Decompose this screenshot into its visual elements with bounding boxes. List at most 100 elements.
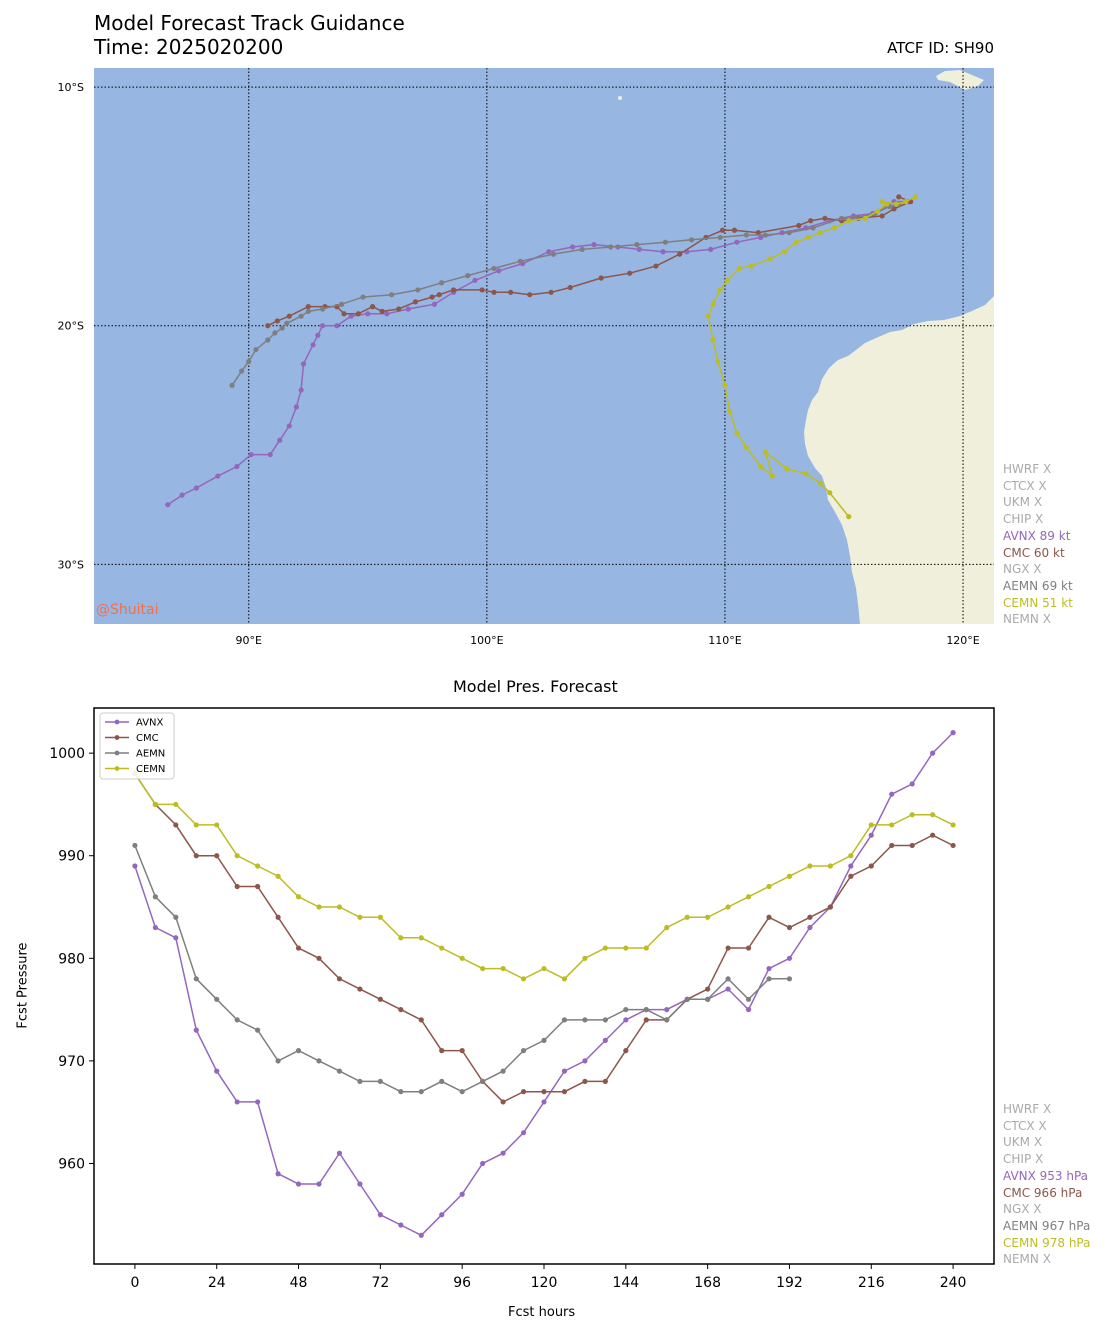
track-point <box>896 194 902 200</box>
track-point <box>508 289 514 295</box>
pressure-point <box>827 904 833 910</box>
track-point <box>591 241 597 248</box>
pressure-point <box>868 832 874 838</box>
pressure-point <box>807 863 813 869</box>
pressure-point <box>643 945 649 951</box>
pressure-point <box>541 965 547 972</box>
track-point <box>215 473 221 479</box>
pressure-point <box>459 1089 465 1095</box>
pressure-point <box>357 1181 363 1187</box>
pressure-point <box>398 935 404 941</box>
pressure-point <box>173 822 179 828</box>
track-point <box>793 239 799 245</box>
pressure-point <box>582 1078 588 1085</box>
pressure-point <box>848 853 854 859</box>
legend-entry: NGX X <box>1003 1202 1042 1217</box>
forecast-time: Time: 2025020200 <box>94 35 284 59</box>
pressure-point <box>336 1150 343 1156</box>
track-point <box>319 306 326 312</box>
pressure-point <box>316 904 322 910</box>
x-axis-label: Fcst hours <box>508 1305 576 1320</box>
pressure-line <box>134 773 954 1103</box>
pressure-point <box>807 924 813 931</box>
track-point <box>431 301 438 307</box>
track-point <box>310 342 316 348</box>
pressure-point <box>623 1017 629 1023</box>
pressure-legend: AVNX CMC AEMN CEMN <box>99 712 175 780</box>
track-point <box>879 199 885 205</box>
pressure-point <box>255 1099 261 1105</box>
pressure-series-cmc <box>132 771 956 1105</box>
legend-marker <box>114 766 120 771</box>
pressure-point <box>725 976 731 982</box>
legend-entry: NEMN X <box>1003 1252 1051 1267</box>
pressure-point <box>684 996 690 1002</box>
pressure-point <box>132 771 138 777</box>
pressure-point <box>623 1006 629 1013</box>
pressure-point <box>132 842 138 849</box>
pressure-point <box>705 996 711 1002</box>
pressure-point <box>316 955 322 961</box>
pressure-point <box>520 1130 527 1136</box>
pressure-point <box>561 1068 568 1074</box>
pressure-point <box>664 924 670 931</box>
legend-entry: CHIP X <box>1003 1152 1044 1167</box>
track-point <box>415 287 421 293</box>
legend-entry: UKM X <box>1003 1135 1043 1150</box>
track-point <box>567 284 573 291</box>
track-point <box>891 206 897 212</box>
x-tick-label: 168 <box>694 1275 721 1291</box>
track-cmc <box>265 194 914 329</box>
pressure-point <box>459 1048 465 1054</box>
track-point <box>660 249 666 255</box>
pressure-point <box>520 1048 527 1054</box>
pressure-point <box>295 1181 302 1187</box>
legend-entry: CMC 60 kt <box>1003 545 1065 560</box>
pressure-point <box>255 863 261 869</box>
track-point <box>179 492 185 498</box>
pressure-point <box>234 883 240 890</box>
legend-entry: CTCX X <box>1003 1118 1047 1133</box>
land-islet <box>618 96 622 100</box>
pressure-point <box>132 863 138 869</box>
ocean <box>94 68 994 624</box>
pressure-point <box>766 914 772 920</box>
pressure-point <box>173 914 179 920</box>
track-point <box>253 346 259 353</box>
track-point <box>879 213 885 219</box>
pressure-point <box>602 1078 608 1085</box>
track-point <box>379 308 385 314</box>
track-point <box>234 463 240 470</box>
track-point <box>708 246 714 252</box>
pressure-lines <box>132 730 956 1238</box>
pressure-point <box>541 1099 547 1105</box>
track-point <box>298 313 304 319</box>
track-point <box>912 194 919 200</box>
pressure-point <box>602 945 608 951</box>
legend-entry: CMC 966 hPa <box>1003 1185 1083 1200</box>
track-point <box>248 451 254 458</box>
pressure-point <box>500 1068 506 1074</box>
pressure-point <box>152 801 158 808</box>
pressure-point <box>664 1017 670 1023</box>
track-point <box>496 268 502 274</box>
track-point <box>579 246 585 252</box>
track-point <box>348 313 354 319</box>
pressure-point <box>275 914 281 920</box>
pressure-point <box>275 1058 281 1064</box>
pressure-point <box>930 812 936 818</box>
track-point <box>491 265 497 272</box>
pressure-point <box>684 996 690 1002</box>
pressure-point <box>480 1078 486 1085</box>
track-point <box>315 332 321 338</box>
pressure-point <box>643 1006 649 1013</box>
pressure-point <box>152 894 158 900</box>
pressure-series-avnx <box>132 730 956 1238</box>
pressure-point <box>275 1171 281 1177</box>
legend-entry: AVNX 953 hPa <box>1003 1168 1089 1183</box>
track-point <box>677 251 683 257</box>
x-tick-label: 120 <box>531 1275 558 1291</box>
track-point <box>369 304 376 310</box>
pressure-point <box>725 986 731 992</box>
track-point <box>817 480 823 486</box>
